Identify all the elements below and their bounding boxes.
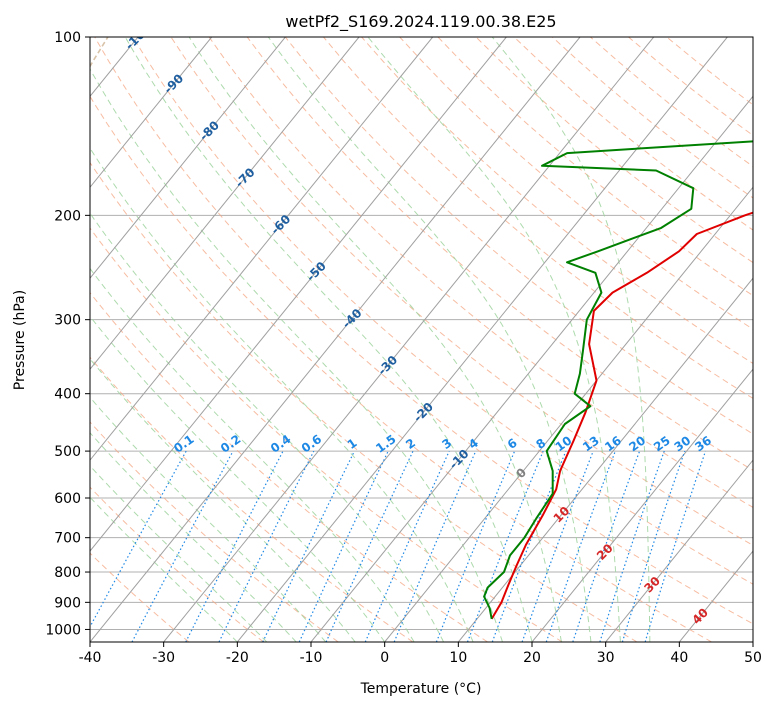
mixing-ratio-line [572,450,641,642]
mixing-ratio-line [521,450,594,642]
y-tick-label: 1000 [45,622,81,638]
mixing-ratio-line [599,450,665,642]
moist-adiabat [90,147,474,642]
mixing-ratio-line [644,450,707,642]
pressure-grid [90,37,753,630]
isotherm [310,95,753,642]
x-tick-label: -10 [300,650,323,666]
isotherm [457,277,753,642]
dry-adiabat [94,37,753,625]
x-tick-label: 0 [380,650,389,666]
mixing-ratio-line [218,450,315,642]
skewed-isotherms [90,37,753,642]
isotherm [90,37,213,189]
x-tick-label: 50 [744,650,762,666]
dewpoint-profile [483,140,753,620]
y-axis: 100 200 300 400 500 600 700 800 900 1000 [45,30,90,638]
dry-adiabat [90,291,488,642]
moist-adiabat [491,37,651,642]
plot-frame [89,36,754,643]
isotherm [90,37,286,280]
isotherm [90,37,581,642]
x-tick-label: 20 [523,650,541,666]
mixing-ratio-line [185,450,284,642]
mixing-ratio-line [621,450,686,642]
moist-adiabat [90,68,503,642]
x-tick-label: -40 [79,650,102,666]
dry-adiabat [132,37,753,585]
x-axis: -40 -30 -20 -10 0 10 20 30 40 50 [79,642,762,666]
isotherm [605,459,753,642]
mixing-ratio-line [491,450,567,642]
mixing-ratio-line [131,450,234,642]
moist-adiabat [90,496,238,642]
dry-adiabat [90,161,638,642]
y-tick-label: 600 [54,491,81,507]
isotherm [163,37,655,642]
x-axis-label: Temperature (°C) [360,681,482,697]
mixing-ratio-line [466,450,544,642]
y-tick-label: 200 [54,208,81,224]
mixing-ratio-line [435,450,516,642]
x-tick-label: 10 [449,650,467,666]
y-tick-label: 700 [54,531,81,547]
isotherm [90,37,360,370]
moist-adiabat [90,212,445,642]
mixing-ratio-line [393,450,477,642]
dry-adiabat [437,37,753,297]
isotherm [384,186,753,642]
mixing-ratio-line [90,450,187,629]
moist-adiabat [188,37,562,642]
x-tick-label: 30 [597,650,615,666]
mixing-ratio-lines [90,450,707,642]
dry-adiabat [90,95,712,642]
dry-adiabat [170,37,753,546]
isotherm [531,368,753,642]
moist-adiabat [367,37,621,642]
y-tick-label: 400 [54,387,81,403]
y-axis-label: Pressure (hPa) [12,290,28,390]
chart-title: wetPf2_S169.2024.119.00.38.E25 [285,12,556,32]
y-tick-label: 100 [54,30,81,46]
x-tick-label: -30 [152,650,175,666]
dry-adiabat [208,37,753,508]
y-tick-label: 800 [54,565,81,581]
dry-adiabat [399,37,753,330]
dry-adiabat [90,552,190,642]
dry-adiabat [246,37,753,471]
moist-adiabat [124,37,533,642]
moist-adiabat [90,465,268,642]
isotherm [90,37,434,461]
x-tick-label: 40 [670,650,688,666]
x-tick-label: -20 [226,650,249,666]
moist-adiabat [90,267,415,642]
moist-adiabat [90,358,356,642]
isotherm [236,37,728,642]
dry-adiabat [90,227,563,642]
moist-adiabat [267,37,592,642]
profile-series [483,140,753,620]
y-tick-label: 300 [54,313,81,329]
dry-adiabat [90,421,339,642]
isotherm [90,37,507,552]
mixing-ratio-line [364,450,450,642]
moist-adiabat [90,315,386,642]
y-tick-label: 500 [54,444,81,460]
y-tick-label: 900 [54,595,81,611]
temperature-profile [490,211,753,620]
mixing-ratio-line [545,450,616,642]
